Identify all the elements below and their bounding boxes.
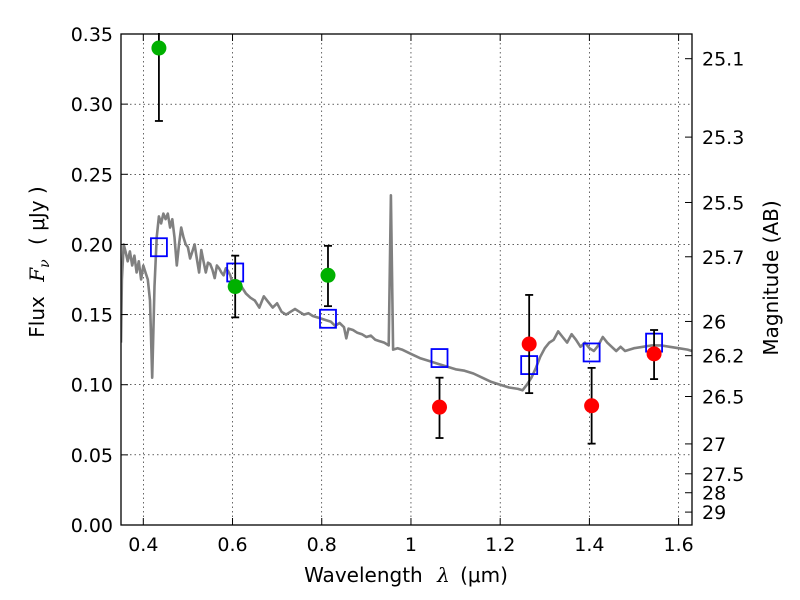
observed-data-point [151,40,167,56]
y2-tick-label: 27 [702,434,726,456]
observed-data-point [320,267,336,283]
x-tick-label: 1 [405,534,417,556]
observed-data-point [584,398,600,414]
y-tick-label: 0.20 [71,234,113,256]
y2-tick-label: 25.5 [702,192,744,214]
y-tick-label: 0.10 [71,375,113,397]
axis-ticks: 0.4 0.6 0.8 1 1.2 1.4 1.6 0.00 0.05 0.10 0.15 0.20 0… [71,24,745,556]
observed-data-point [227,279,243,295]
observed-data-point [521,336,537,352]
grid-lines [121,34,692,525]
y2-tick-label: 26 [702,311,726,333]
y-tick-label: 0.30 [71,94,113,116]
observed-data-point [432,399,448,415]
x-tick-label: 0.8 [307,534,337,556]
model-spectrum-line [121,194,692,392]
y2-tick-label: 25.1 [702,49,744,71]
y2-tick-label: 26.5 [702,386,744,408]
y2-tick-label: 25.3 [702,127,744,149]
x-tick-label: 0.4 [128,534,158,556]
x-axis-label: Wavelength λ (μm) [304,563,508,587]
x-tick-label: 0.6 [217,534,247,556]
model-photometry-square [150,237,168,258]
y-axis-label: Flux Fν ( μJy ) [25,186,54,337]
y2-axis-label: Magnitude (AB) [759,200,783,355]
y2-tick-label: 27.5 [702,464,744,486]
model-photometry-square [582,342,601,363]
y-tick-label: 0.35 [71,24,113,46]
y-tick-label: 0.15 [71,305,113,327]
y2-tick-label: 28 [702,483,726,505]
x-tick-label: 1.6 [664,534,694,556]
y-tick-label: 0.05 [71,445,113,467]
model-photometry-square [319,308,337,329]
x-tick-label: 1.4 [574,534,604,556]
y-tick-label: 0.00 [71,515,113,537]
y2-tick-label: 25.7 [702,247,744,269]
y2-tick-label: 29 [702,502,726,524]
observed-data-point [646,346,662,362]
x-tick-label: 1.2 [485,534,515,556]
y2-tick-label: 26.2 [702,346,744,368]
plot-series [121,33,692,445]
y-tick-label: 0.25 [71,164,113,186]
model-photometry-square [430,348,449,368]
plot-frame [120,33,693,526]
